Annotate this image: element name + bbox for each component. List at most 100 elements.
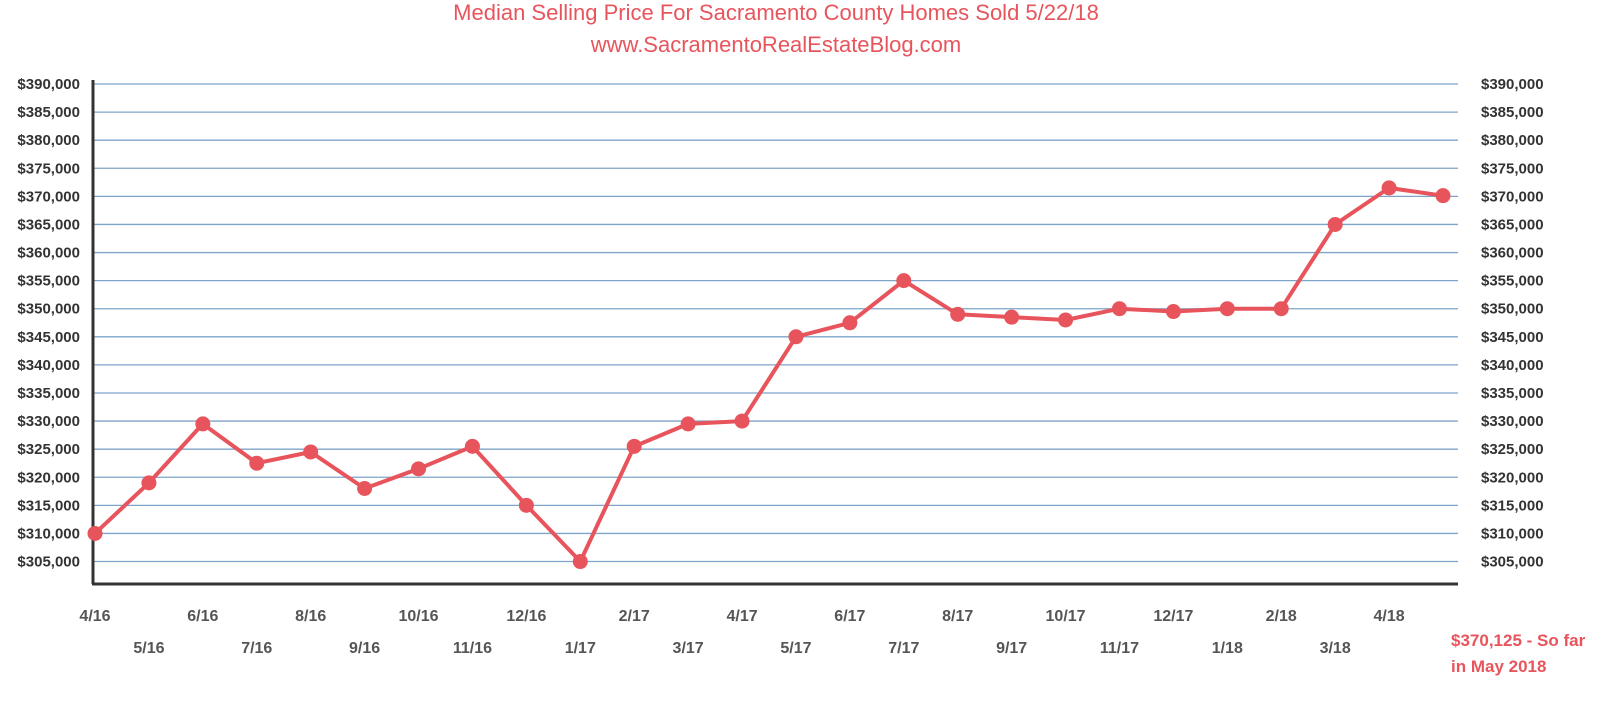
x-tick-label: 8/17: [942, 608, 973, 625]
y-tick-label-right: $320,000: [1481, 469, 1544, 486]
data-point: [950, 306, 966, 322]
data-point: [626, 438, 642, 454]
y-tick-label-left: $365,000: [17, 216, 80, 233]
x-tick-label: 11/16: [453, 640, 492, 657]
y-tick-label-right: $370,000: [1481, 188, 1544, 205]
y-tick-label-left: $325,000: [17, 441, 80, 458]
y-tick-label-left: $310,000: [17, 525, 80, 542]
y-tick-label-left: $340,000: [17, 357, 80, 374]
y-axis-right-ticks: $305,000 $310,000 $315,000 $320,000 $325,000…: [1481, 76, 1544, 571]
annotation-line-2: in May 2018: [1451, 657, 1546, 676]
y-tick-label-right: $390,000: [1481, 76, 1544, 93]
y-tick-label-right: $350,000: [1481, 301, 1544, 318]
y-tick-label-left: $320,000: [17, 469, 80, 486]
data-point: [357, 480, 373, 496]
y-tick-label-left: $360,000: [17, 245, 80, 262]
data-point: [1165, 304, 1181, 320]
data-point: [842, 315, 858, 331]
data-point: [1111, 301, 1127, 317]
y-tick-label-left: $385,000: [17, 104, 80, 121]
x-tick-label: 3/17: [673, 640, 704, 657]
y-tick-label-left: $355,000: [17, 273, 80, 290]
y-tick-label-left: $335,000: [17, 385, 80, 402]
y-tick-label-right: $310,000: [1481, 525, 1544, 542]
data-point: [1381, 180, 1397, 196]
y-tick-label-right: $325,000: [1481, 441, 1544, 458]
y-tick-label-right: $335,000: [1481, 385, 1544, 402]
data-point: [87, 525, 103, 541]
y-tick-label-right: $340,000: [1481, 357, 1544, 374]
series-median-price: [87, 180, 1451, 570]
x-tick-label: 5/16: [133, 640, 164, 657]
x-axis-ticks: 4/16 5/16 6/16 7/16 8/16 9/16 10/16 11/16 12/16 1…: [79, 608, 1404, 657]
y-tick-label-right: $330,000: [1481, 413, 1544, 430]
data-point: [1327, 216, 1343, 232]
data-point: [195, 416, 211, 432]
x-tick-label: 6/17: [834, 608, 865, 625]
x-tick-label: 3/18: [1320, 640, 1351, 657]
y-tick-label-right: $375,000: [1481, 160, 1544, 177]
y-tick-label-right: $315,000: [1481, 497, 1544, 514]
y-tick-label-right: $345,000: [1481, 329, 1544, 346]
y-tick-label-right: $305,000: [1481, 554, 1544, 571]
y-tick-label-left: $380,000: [17, 132, 80, 149]
x-tick-label: 9/17: [996, 640, 1027, 657]
series-line: [93, 185, 1444, 564]
data-point: [303, 444, 319, 460]
x-tick-label: 10/16: [398, 608, 438, 625]
x-tick-label: 8/16: [295, 608, 326, 625]
annotation-line-1: $370,125 - So far: [1451, 631, 1586, 650]
y-axis-left-ticks: $305,000 $310,000 $315,000 $320,000 $325,000…: [17, 76, 80, 571]
y-tick-label-left: $370,000: [17, 188, 80, 205]
data-point: [464, 438, 480, 454]
x-tick-label: 1/17: [565, 640, 596, 657]
x-tick-label: 1/18: [1212, 640, 1243, 657]
data-point: [572, 554, 588, 570]
y-tick-label-left: $350,000: [17, 301, 80, 318]
data-point: [1058, 312, 1074, 328]
data-point: [680, 416, 696, 432]
x-tick-label: 2/17: [619, 608, 650, 625]
x-tick-label: 9/16: [349, 640, 380, 657]
y-tick-label-left: $330,000: [17, 413, 80, 430]
grid-lines: [93, 83, 1458, 563]
x-tick-label: 6/16: [187, 608, 218, 625]
y-tick-label-left: $375,000: [17, 160, 80, 177]
data-point: [1004, 309, 1020, 325]
x-tick-label: 12/17: [1153, 608, 1193, 625]
y-tick-label-left: $390,000: [17, 76, 80, 93]
x-tick-label: 4/18: [1374, 608, 1405, 625]
y-tick-label-right: $355,000: [1481, 273, 1544, 290]
data-point: [141, 475, 157, 491]
data-point: [896, 273, 912, 289]
x-tick-label: 4/16: [79, 608, 110, 625]
x-tick-label: 7/17: [888, 640, 919, 657]
x-tick-label: 5/17: [780, 640, 811, 657]
axes: [91, 80, 1458, 586]
x-tick-label: 12/16: [506, 608, 546, 625]
data-point: [1435, 188, 1451, 204]
chart-subtitle: www.SacramentoRealEstateBlog.com: [590, 32, 962, 57]
data-point: [1219, 301, 1235, 317]
x-tick-label: 11/17: [1100, 640, 1139, 657]
data-point: [249, 455, 265, 471]
y-tick-label-right: $360,000: [1481, 245, 1544, 262]
y-tick-label-left: $345,000: [17, 329, 80, 346]
y-tick-label-left: $315,000: [17, 497, 80, 514]
data-point: [788, 329, 804, 345]
y-tick-label-right: $385,000: [1481, 104, 1544, 121]
data-point: [734, 413, 750, 429]
chart-title: Median Selling Price For Sacramento Coun…: [453, 0, 1099, 25]
data-point: [1273, 301, 1289, 317]
x-tick-label: 7/16: [241, 640, 272, 657]
x-tick-label: 10/17: [1046, 608, 1086, 625]
data-point: [518, 497, 534, 513]
y-tick-label-left: $305,000: [17, 554, 80, 571]
y-tick-label-right: $365,000: [1481, 216, 1544, 233]
data-point: [411, 461, 427, 477]
x-tick-label: 4/17: [726, 608, 757, 625]
y-tick-label-right: $380,000: [1481, 132, 1544, 149]
x-tick-label: 2/18: [1266, 608, 1297, 625]
